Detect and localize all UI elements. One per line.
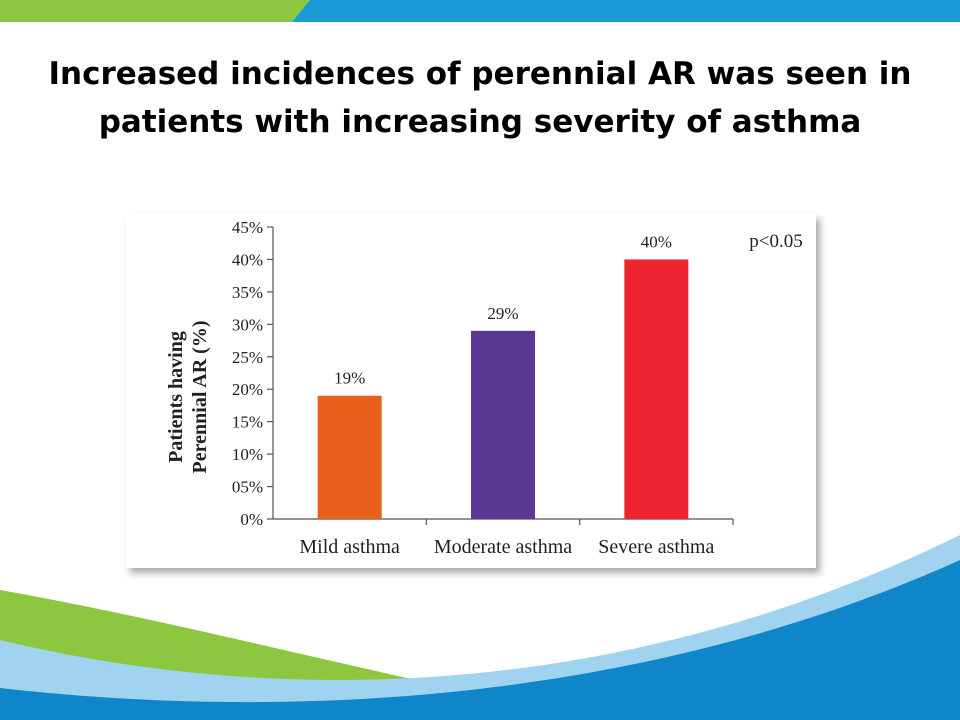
bars: 19% Mild asthma 29% Moderate asthma 40% Sever… bbox=[299, 232, 714, 558]
bar-chart: Patients having Perennial AR (%) p<0.05 … bbox=[165, 218, 803, 558]
slide-title: Increased incidences of perennial AR was… bbox=[20, 50, 940, 146]
x-category-label: Severe asthma bbox=[598, 536, 714, 558]
y-tick-label: 15% bbox=[232, 413, 263, 432]
y-tick-label: 0% bbox=[240, 510, 263, 529]
y-axis-title-line-2: Perennial AR (%) bbox=[189, 321, 211, 474]
chart-card: Patients having Perennial AR (%) p<0.05 … bbox=[126, 214, 816, 568]
x-category-label: Moderate asthma bbox=[434, 536, 572, 558]
p-value-annotation: p<0.05 bbox=[749, 231, 802, 252]
bar bbox=[471, 330, 535, 519]
y-tick-label: 20% bbox=[232, 380, 263, 399]
y-tick-label: 25% bbox=[232, 348, 263, 367]
y-tick-label: 05% bbox=[232, 478, 263, 497]
y-tick-label: 45% bbox=[232, 218, 263, 237]
bar bbox=[317, 395, 382, 519]
bar bbox=[624, 259, 689, 519]
top-stripe-green bbox=[0, 0, 310, 22]
bar-value-label: 40% bbox=[641, 232, 672, 251]
slide-title-line-2: patients with increasing severity of ast… bbox=[98, 104, 862, 140]
axes: 0% 05% 10% 15% 20% 25% 30% 35% 40% 45% bbox=[232, 218, 734, 529]
slide-title-line-1: Increased incidences of perennial AR was… bbox=[48, 56, 912, 92]
y-tick-label: 40% bbox=[232, 250, 263, 269]
top-stripe-blue bbox=[292, 0, 960, 22]
y-axis-title-line-1: Patients having bbox=[165, 331, 187, 463]
y-tick-label: 10% bbox=[232, 445, 263, 464]
y-axis-title: Patients having Perennial AR (%) bbox=[165, 321, 211, 474]
y-tick-label: 35% bbox=[232, 283, 263, 302]
x-category-label: Mild asthma bbox=[299, 536, 400, 558]
y-tick-label: 30% bbox=[232, 315, 263, 334]
bar-value-label: 29% bbox=[487, 304, 518, 323]
bottom-wave-blue bbox=[0, 560, 960, 720]
bar-value-label: 19% bbox=[334, 369, 365, 388]
